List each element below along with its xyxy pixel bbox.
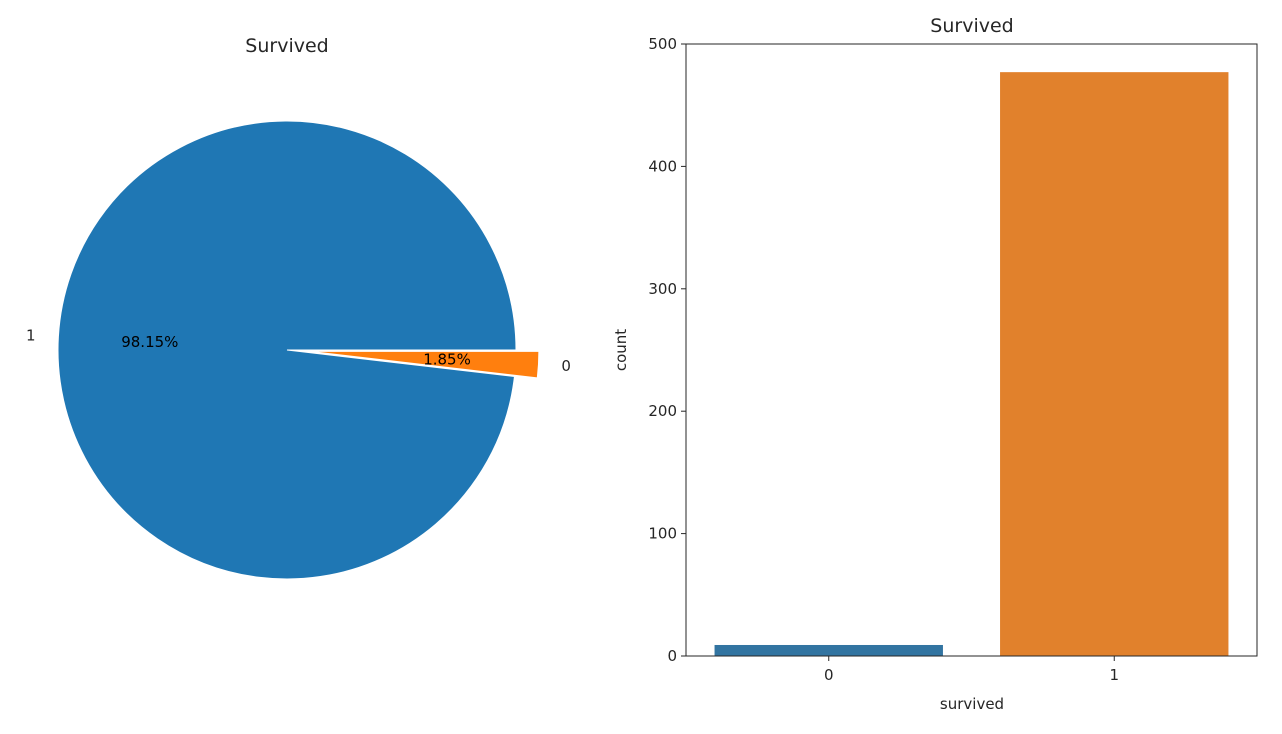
y-tick-label: 200	[648, 402, 677, 420]
y-axis: 0 100 200 300 400 500	[648, 35, 686, 665]
pie-title: Survived	[245, 35, 328, 57]
x-tick-label: 0	[824, 666, 834, 684]
x-axis-label: survived	[940, 695, 1004, 713]
pie-chart: Survived 98.15% 1 1.85% 0	[26, 35, 571, 580]
y-tick-label: 500	[648, 35, 677, 53]
bar-marks	[714, 72, 1229, 657]
pie-slices	[57, 120, 540, 580]
y-tick-label: 400	[648, 157, 677, 175]
y-tick-label: 100	[648, 525, 677, 543]
plot-frame	[685, 43, 1258, 657]
y-tick-label: 300	[648, 280, 677, 298]
pie-slice-0	[309, 350, 540, 379]
y-tick-label: 0	[667, 647, 677, 665]
bar-0	[714, 644, 943, 656]
bar-title: Survived	[930, 15, 1013, 37]
y-axis-label: count	[612, 329, 630, 371]
pie-pct-label: 1.85%	[423, 350, 471, 368]
pie-pct-label: 98.15%	[121, 333, 178, 351]
pie-labels: 98.15% 1 1.85% 0	[26, 326, 571, 375]
pie-category-label: 1	[26, 326, 36, 344]
x-tick-label: 1	[1109, 666, 1119, 684]
pie-category-label: 0	[561, 357, 571, 375]
bar-1	[1000, 72, 1229, 657]
pie-slice-1	[57, 120, 517, 580]
